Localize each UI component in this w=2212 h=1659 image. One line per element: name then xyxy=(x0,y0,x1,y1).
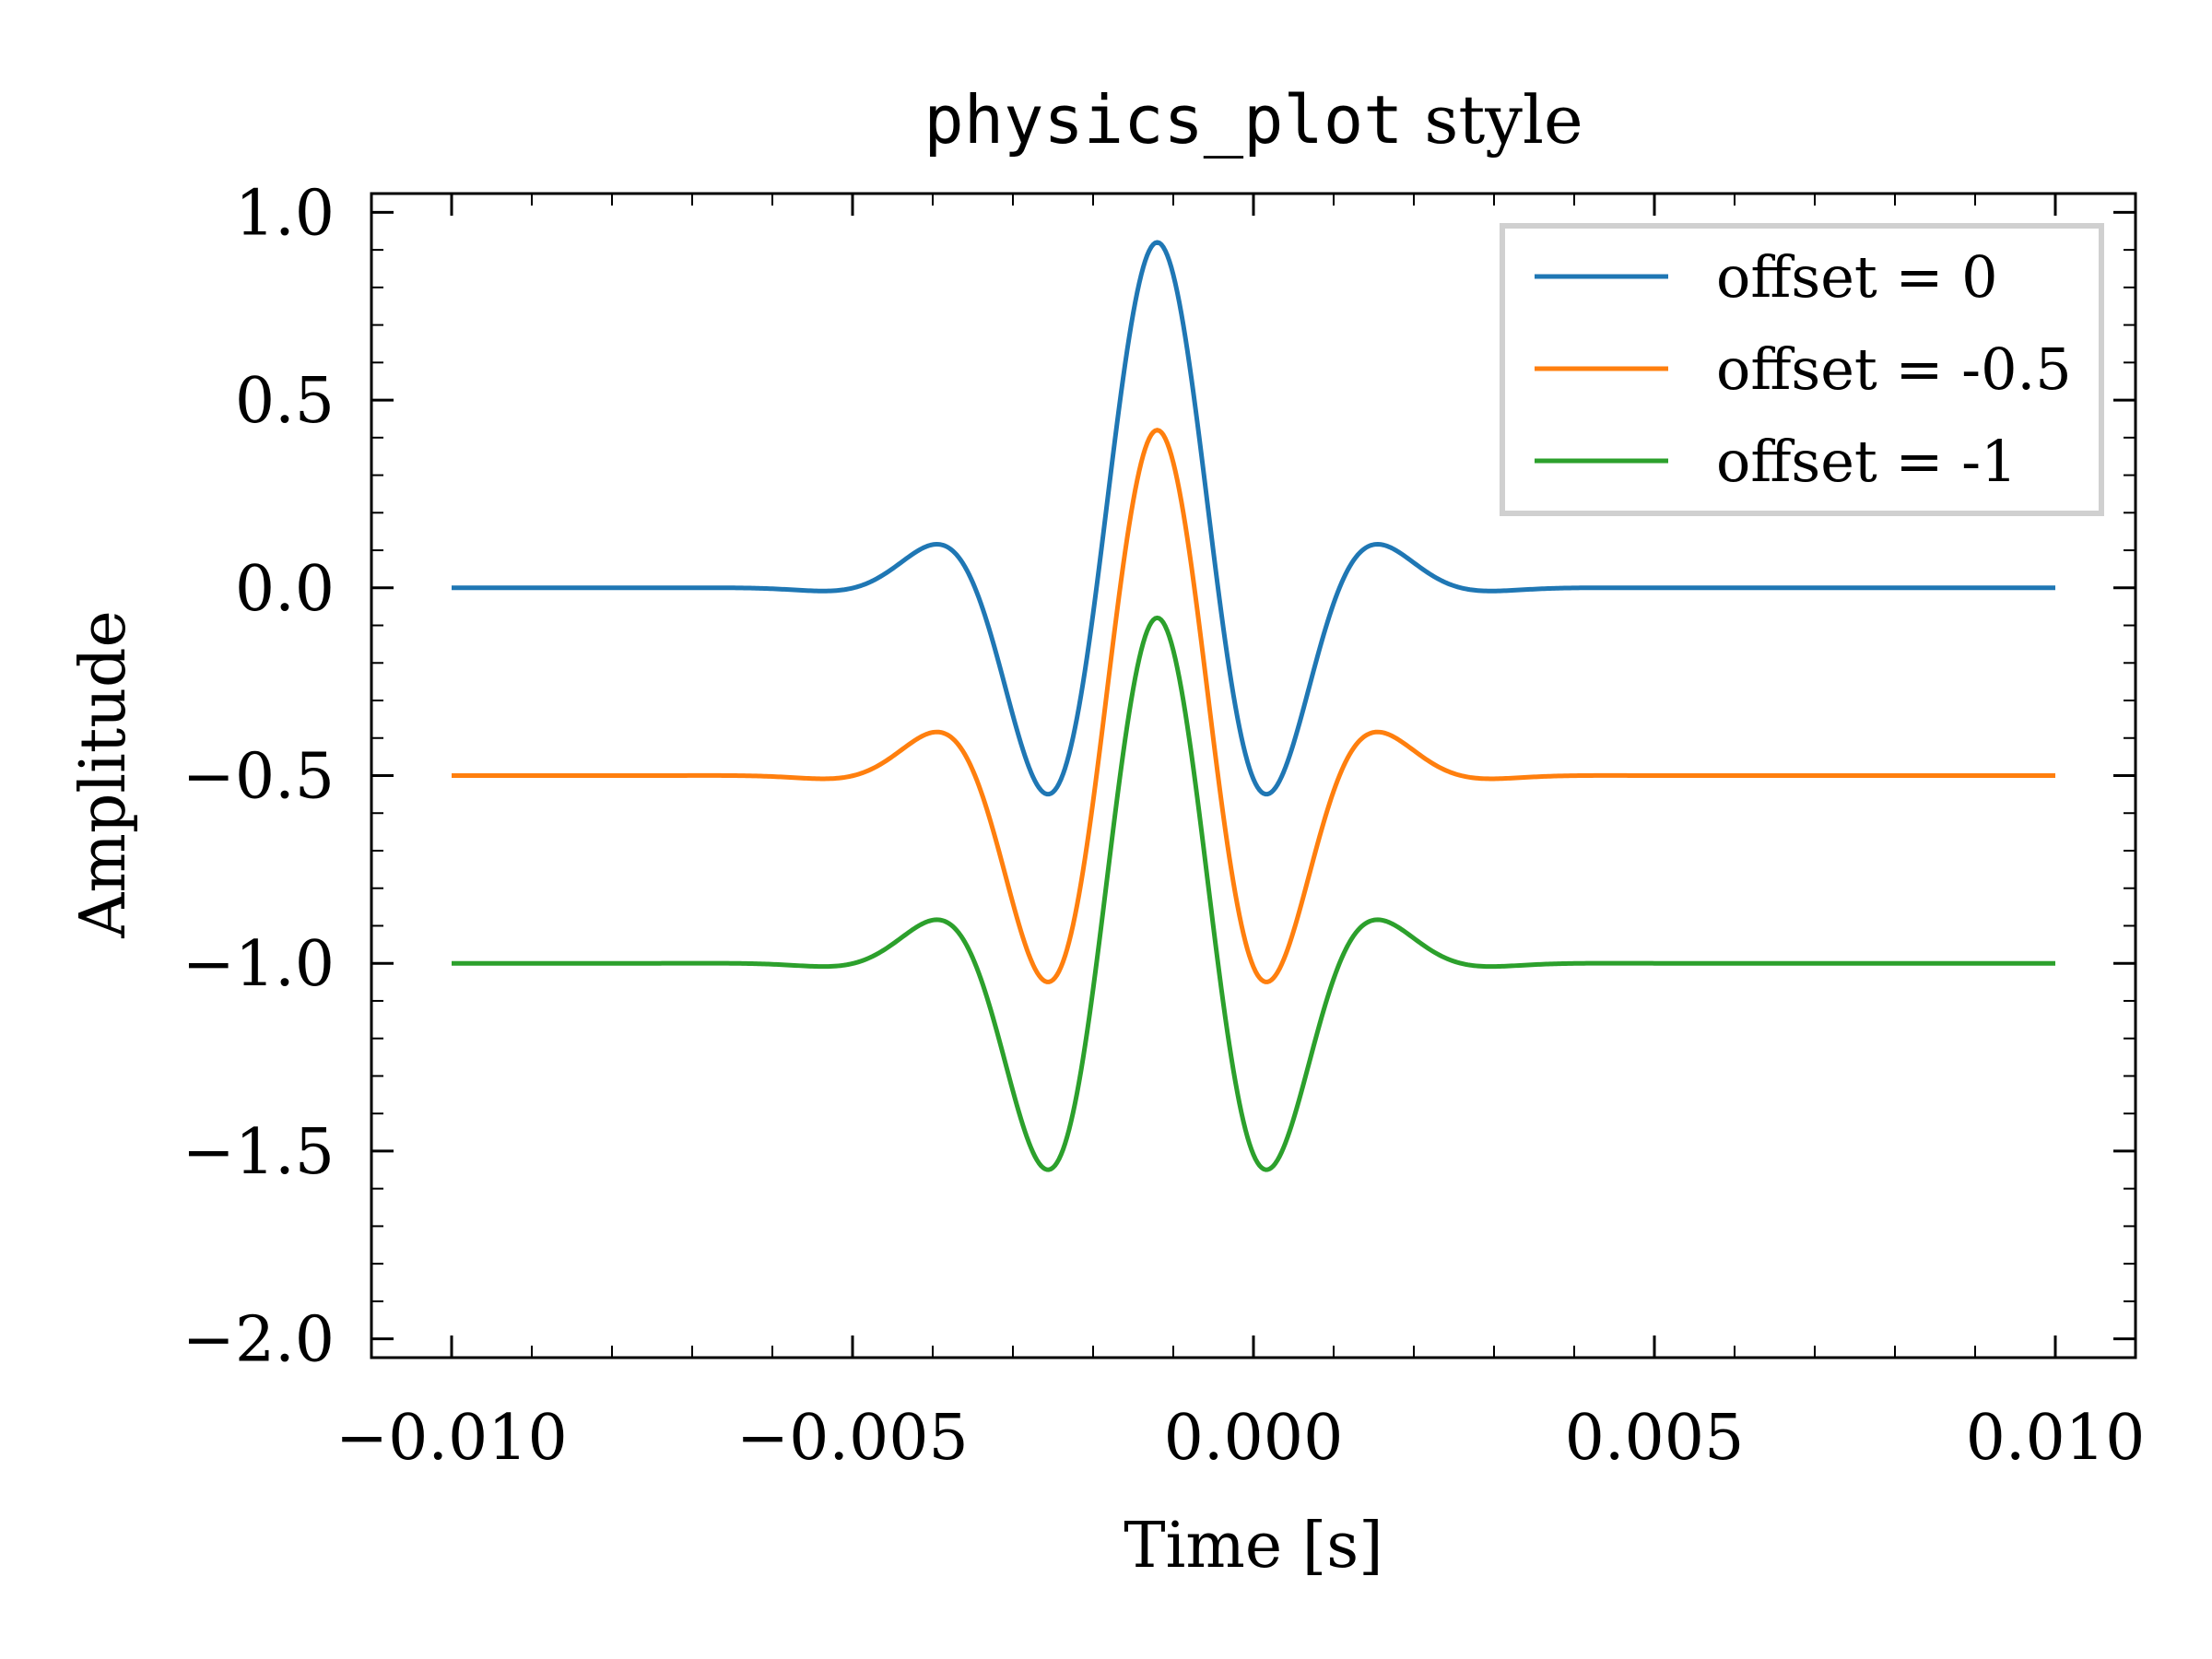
x-axis-label: Time [s] xyxy=(1124,1510,1382,1583)
x-tick-label: 0.000 xyxy=(1164,1402,1344,1475)
x-tick-label: −0.005 xyxy=(736,1402,969,1475)
y-tick-label: −1.0 xyxy=(182,928,335,1001)
chart-title: physics_plot style xyxy=(924,81,1583,159)
legend-entries: offset = 0 offset = -0.5 offset = -1 xyxy=(1535,243,2072,495)
y-tick-label: −1.5 xyxy=(182,1116,335,1189)
y-axis-label: Amplitude xyxy=(67,610,140,939)
y-tick-label: 0.5 xyxy=(235,365,335,438)
x-tick-label: 0.005 xyxy=(1565,1402,1745,1475)
legend-label: offset = -1 xyxy=(1716,428,2018,495)
x-tick-label: −0.010 xyxy=(335,1402,568,1475)
legend-label: offset = 0 xyxy=(1716,243,1998,311)
y-tick-labels: 1.0 0.5 0.0 −0.5 −1.0 −1.5 −2.0 xyxy=(182,177,335,1376)
series-group xyxy=(451,240,2056,1172)
y-tick-label: −0.5 xyxy=(182,741,335,814)
axes-frame xyxy=(370,192,2137,1359)
y-tick-label: −2.0 xyxy=(182,1304,335,1377)
legend-label: offset = -0.5 xyxy=(1716,335,2072,403)
chart-title-rest: style xyxy=(1404,81,1583,159)
series-line-offset-0 xyxy=(451,240,2056,797)
y-tick-label: 0.0 xyxy=(235,553,335,626)
chart-title-code: physics_plot xyxy=(924,81,1403,159)
x-tick-labels: −0.010 −0.005 0.000 0.005 0.010 xyxy=(335,1402,2145,1475)
legend: offset = 0 offset = -0.5 offset = -1 xyxy=(1500,223,2104,516)
axis-ticks xyxy=(371,194,2136,1358)
series-line-offset-1 xyxy=(451,615,2056,1172)
y-tick-label: 1.0 xyxy=(235,177,335,250)
x-tick-label: 0.010 xyxy=(1966,1402,2146,1475)
series-line-offset-0-5 xyxy=(451,428,2056,984)
